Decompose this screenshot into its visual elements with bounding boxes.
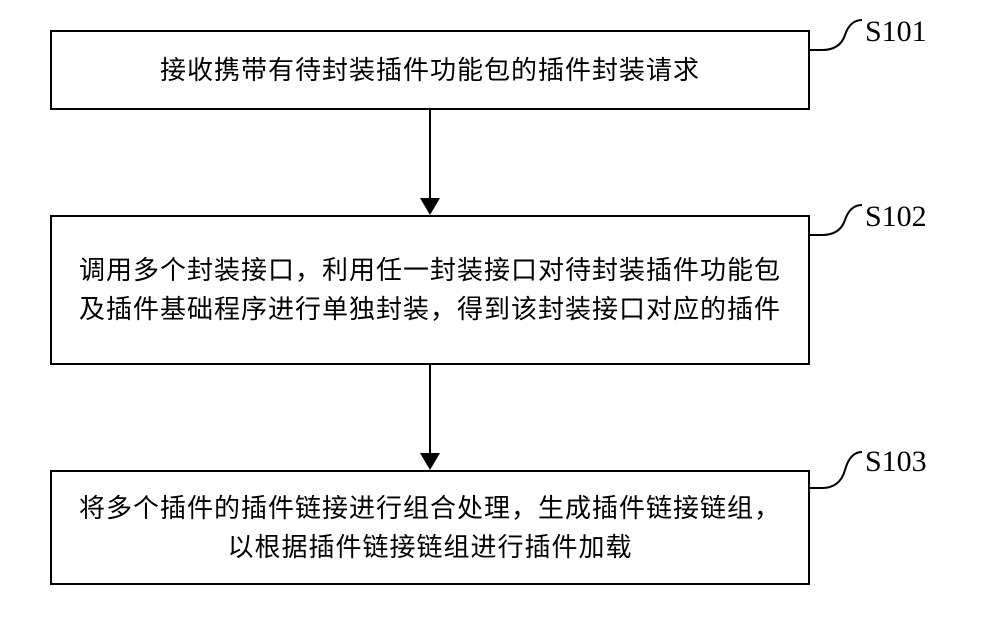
flowchart-canvas: 接收携带有待封装插件功能包的插件封装请求 调用多个封装接口，利用任一封装接口对待… bbox=[50, 20, 950, 610]
arrow-2-to-3 bbox=[50, 20, 950, 620]
